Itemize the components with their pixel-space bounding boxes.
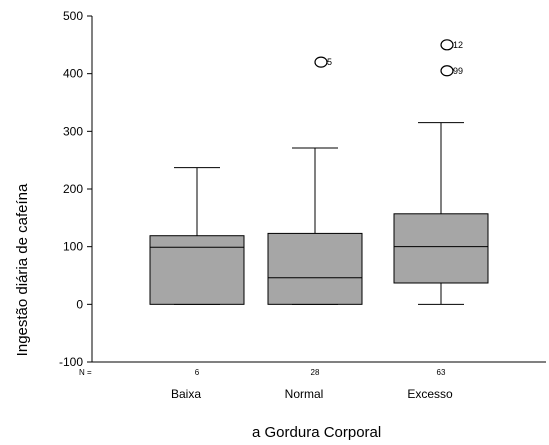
boxes: 5 12 99 xyxy=(149,39,489,305)
outlier-point xyxy=(314,56,328,68)
box-group-baixa xyxy=(149,167,245,305)
category-label: Baixa xyxy=(171,387,201,401)
n-count: 28 xyxy=(311,368,320,377)
box-group-excesso: 12 99 xyxy=(393,39,489,305)
box xyxy=(267,232,363,305)
category-label: Excesso xyxy=(407,387,453,401)
outlier-label: 5 xyxy=(327,57,332,67)
box xyxy=(149,235,245,305)
n-count: 6 xyxy=(195,368,200,377)
box-group-normal: 5 xyxy=(267,56,363,305)
outlier-label: 99 xyxy=(453,66,463,76)
outlier-point xyxy=(440,65,454,77)
box xyxy=(393,213,489,284)
y-axis-ticks: -100 0 100 200 300 400 500 xyxy=(59,9,92,369)
n-label: N = xyxy=(79,368,92,377)
y-tick-label: -100 xyxy=(59,355,83,369)
y-tick-label: 500 xyxy=(63,9,83,23)
outlier-point xyxy=(440,39,454,51)
category-label: Normal xyxy=(285,387,324,401)
outlier-label: 12 xyxy=(453,40,463,50)
plot-area xyxy=(91,16,546,363)
y-tick-label: 300 xyxy=(63,124,83,138)
x-axis-labels: 6 Baixa 28 Normal 63 Excesso xyxy=(171,368,453,401)
y-tick-label: 100 xyxy=(63,240,83,254)
y-tick-label: 200 xyxy=(63,182,83,196)
x-axis-title: a Gordura Corporal xyxy=(252,424,381,441)
y-tick-label: 0 xyxy=(76,297,83,311)
y-axis-title: Ingestão diária de cafeína xyxy=(14,183,31,356)
y-tick-label: 400 xyxy=(63,67,83,81)
n-count: 63 xyxy=(437,368,446,377)
